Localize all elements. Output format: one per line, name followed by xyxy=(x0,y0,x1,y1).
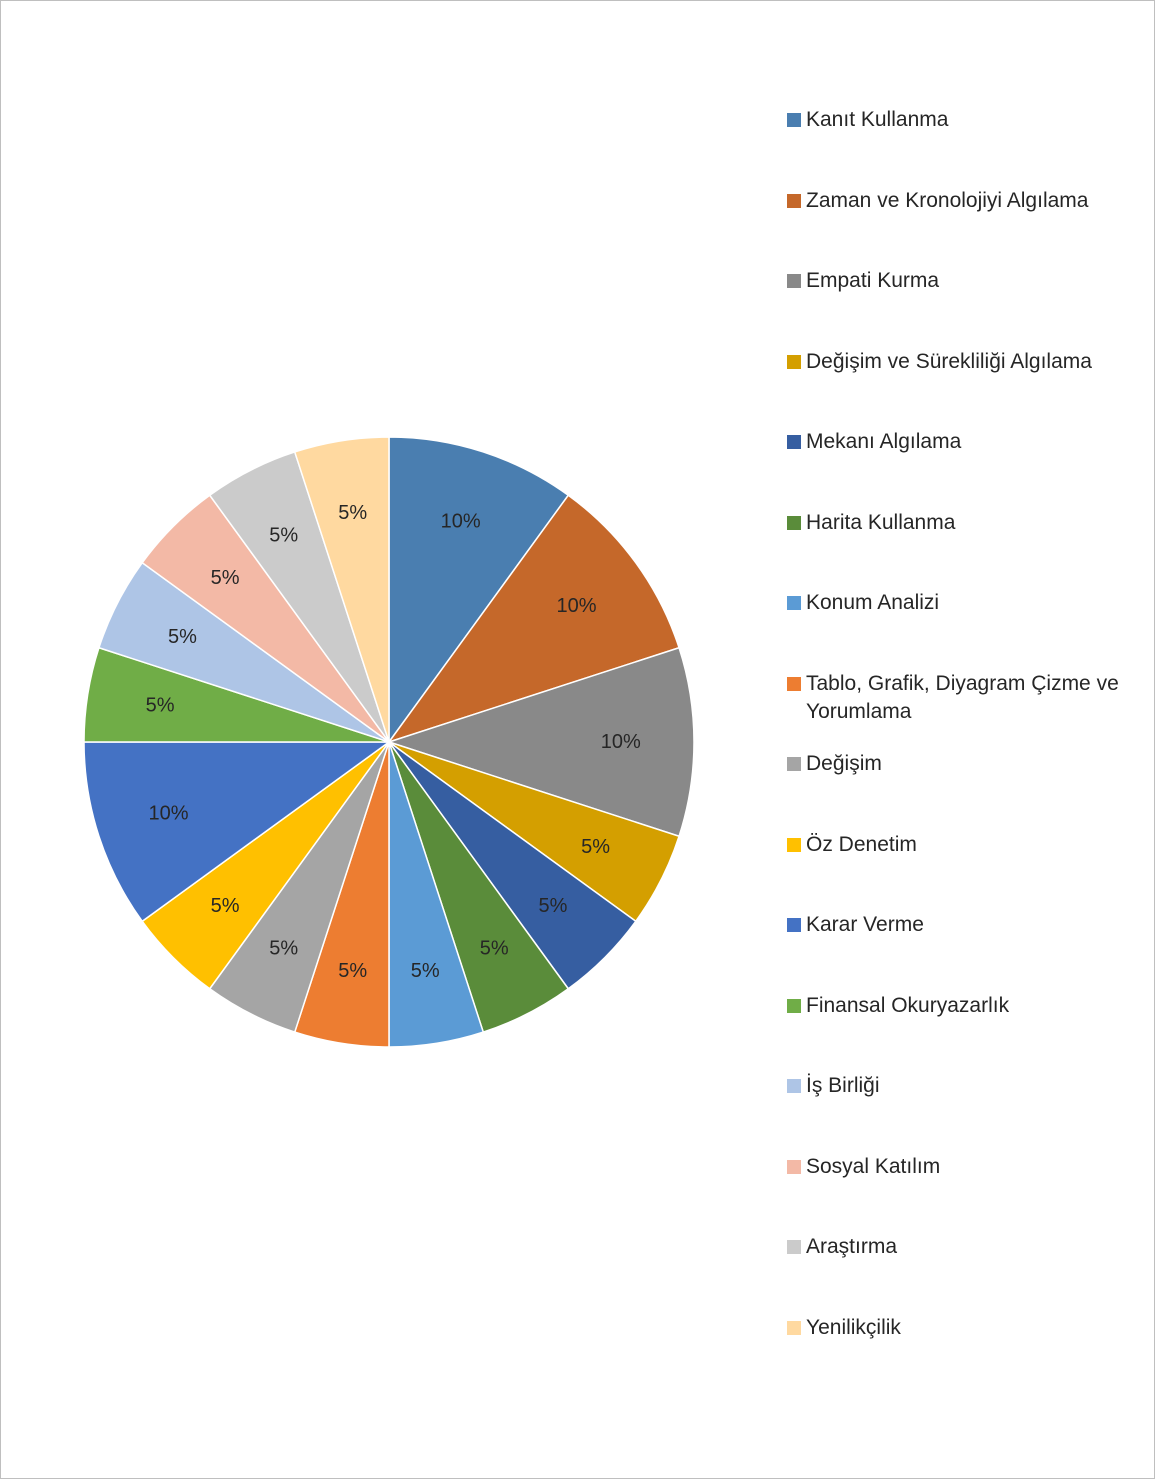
legend-label: Değişim xyxy=(806,752,882,775)
pie-slice xyxy=(388,436,570,745)
legend-item: Konum Analizi xyxy=(787,589,1146,617)
legend-label: Harita Kullanma xyxy=(806,510,956,534)
legend-item: Tablo, Grafik, Diyagram Çizme ve Yorumla… xyxy=(787,670,1146,726)
legend-item: Değişim ve Sürekliliği Algılama xyxy=(787,348,1146,376)
legend-label: Finansal Okuryazarlık xyxy=(806,993,1010,1017)
legend-swatch xyxy=(787,676,801,691)
data-label: 5% xyxy=(338,960,367,982)
pie-slice xyxy=(386,646,695,838)
data-label: 5% xyxy=(168,626,197,648)
legend-item: Finansal Okuryazarlık xyxy=(787,992,1146,1020)
legend-item: Kanıt Kullanma xyxy=(787,106,1146,134)
legend-label: Kanıt Kullanma xyxy=(806,108,949,131)
legend-item: Harita Kullanma xyxy=(787,509,1146,537)
data-label: 5% xyxy=(269,524,298,546)
legend-label: Empati Kurma xyxy=(806,269,940,292)
data-label: 5% xyxy=(146,695,175,717)
data-label: 5% xyxy=(211,895,240,917)
legend-item: Yenilikçilik xyxy=(787,1314,1146,1342)
legend-item: İş Birliği xyxy=(787,1072,1146,1100)
data-label: 5% xyxy=(338,502,367,524)
data-label: 5% xyxy=(269,938,298,960)
legend-swatch xyxy=(787,918,801,932)
data-label: 5% xyxy=(211,567,240,589)
legend-label: Tablo, Grafik, Diyagram Çizme ve Yorumla… xyxy=(806,671,1119,723)
legend-label: Mekanı Algılama xyxy=(806,430,962,453)
legend-item: Mekanı Algılama xyxy=(787,428,1146,456)
data-label: 10% xyxy=(601,731,641,753)
legend-swatch xyxy=(787,274,801,288)
legend-swatch xyxy=(787,596,801,610)
legend-item: Araştırma xyxy=(787,1233,1146,1261)
legend-swatch xyxy=(787,1320,801,1335)
legend-swatch xyxy=(787,193,801,208)
legend-label: Sosyal Katılım xyxy=(806,1154,941,1178)
data-label: 10% xyxy=(441,511,481,533)
data-label: 10% xyxy=(557,595,597,617)
legend-label: Öz Denetim xyxy=(806,832,917,856)
legend-swatch xyxy=(787,757,801,771)
legend-swatch xyxy=(787,1159,801,1174)
legend-swatch xyxy=(787,515,801,530)
legend-label: Yenilikçilik xyxy=(806,1315,901,1339)
data-label: 5% xyxy=(480,938,509,960)
pie-slice xyxy=(387,494,681,744)
legend-item: Sosyal Katılım xyxy=(787,1153,1146,1181)
legend-label: Konum Analizi xyxy=(806,591,940,614)
data-label: 5% xyxy=(538,895,567,917)
data-label: 5% xyxy=(411,960,440,982)
legend-label: Zaman ve Kronolojiyi Algılama xyxy=(806,188,1089,212)
legend-item: Karar Verme xyxy=(787,911,1146,939)
legend-item: Değişim xyxy=(787,750,1146,778)
legend-label: Araştırma xyxy=(806,1235,898,1258)
legend-item: Empati Kurma xyxy=(787,267,1146,295)
legend-item: Öz Denetim xyxy=(787,831,1146,859)
data-label: 10% xyxy=(149,803,189,825)
pie-slice xyxy=(293,436,390,743)
legend-swatch xyxy=(787,435,801,449)
legend-swatch xyxy=(787,998,801,1013)
legend-label: İş Birliği xyxy=(806,1074,880,1097)
data-label: 5% xyxy=(581,836,610,858)
legend-swatch xyxy=(787,354,801,369)
legend-swatch xyxy=(787,837,801,852)
legend-swatch xyxy=(787,1079,801,1093)
legend-swatch xyxy=(787,113,801,127)
legend-label: Değişim ve Sürekliliği Algılama xyxy=(806,349,1092,373)
pie-slice xyxy=(83,741,392,923)
legend-label: Karar Verme xyxy=(806,913,924,936)
legend-item: Zaman ve Kronolojiyi Algılama xyxy=(787,187,1146,215)
legend-swatch xyxy=(787,1240,801,1254)
